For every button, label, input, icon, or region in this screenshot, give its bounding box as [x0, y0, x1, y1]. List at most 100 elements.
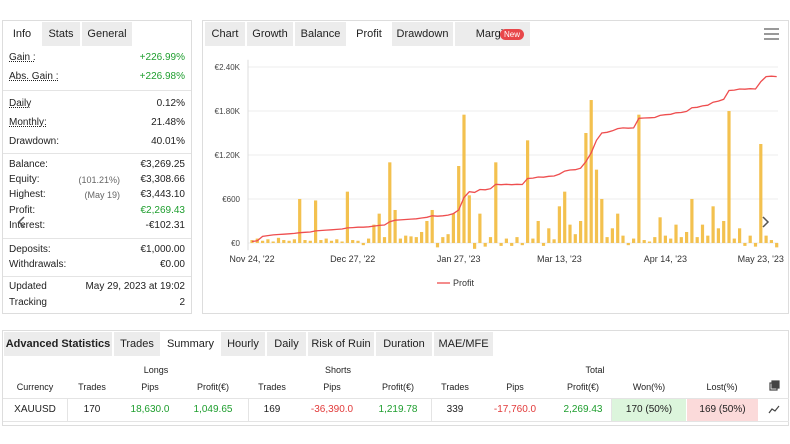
y-tick-label: €2.40K: [215, 63, 241, 72]
x-tick-label: Nov 24, '22: [229, 254, 274, 264]
bar: [261, 240, 265, 243]
x-tick-label: Mar 13, '23: [537, 254, 582, 264]
tab[interactable]: General: [82, 22, 132, 46]
column-header: Trades: [258, 382, 286, 392]
bar: [594, 169, 599, 243]
bar: [563, 191, 567, 243]
bar: [388, 162, 392, 243]
bar: [769, 240, 773, 243]
bar: [473, 242, 477, 249]
info-value: 0.12%: [156, 98, 185, 109]
bar: [621, 235, 625, 243]
table-rule: [3, 421, 789, 422]
cell: XAUUSD: [14, 404, 56, 415]
bar: [584, 133, 588, 243]
bar: [700, 224, 705, 243]
cell: 2,269.43: [563, 404, 603, 415]
bar: [404, 235, 408, 243]
tab[interactable]: Info: [4, 22, 40, 46]
tab[interactable]: Profit: [348, 22, 390, 46]
tab[interactable]: Stats: [42, 22, 80, 46]
table-rule: [248, 399, 249, 421]
tab[interactable]: Summary: [162, 332, 219, 356]
bar: [663, 235, 667, 243]
info-label: Interest:: [9, 220, 46, 231]
table-icons[interactable]: [768, 380, 780, 414]
separator: [3, 153, 191, 154]
tab[interactable]: Hourly: [221, 332, 265, 356]
column-header: Currency: [16, 382, 54, 392]
bar: [435, 242, 440, 248]
profit-line: [251, 75, 777, 243]
settings-icon[interactable]: [764, 28, 779, 40]
bar: [483, 242, 487, 247]
bar: [345, 191, 349, 243]
bar: [282, 240, 286, 243]
bar: [446, 234, 450, 243]
tab[interactable]: Daily: [267, 332, 306, 356]
tab[interactable]: Balance: [295, 22, 346, 46]
bar: [541, 242, 546, 246]
cell: -36,390.0: [310, 404, 354, 415]
info-value: +226.98%: [139, 71, 185, 82]
bar: [382, 237, 387, 243]
bar: [579, 220, 583, 243]
separator: [3, 90, 191, 91]
info-label: Drawdown:: [9, 136, 60, 147]
badge: New: [500, 29, 525, 40]
bar: [722, 220, 726, 243]
bar: [340, 241, 344, 243]
bar: [674, 224, 678, 243]
bar: [653, 237, 657, 243]
info-label: Profit:: [9, 205, 36, 216]
bar: [488, 237, 493, 243]
tab[interactable]: Risk of Ruin: [308, 332, 374, 356]
bar: [610, 228, 614, 243]
table-rule: [3, 398, 789, 399]
tab[interactable]: Duration: [376, 332, 432, 356]
bar: [679, 237, 683, 243]
table-rule: [67, 399, 68, 421]
bar: [669, 238, 673, 243]
info-value: €1,000.00: [140, 244, 186, 255]
info-note: (101.21%): [78, 175, 120, 185]
next-arrow[interactable]: [762, 216, 770, 228]
tab[interactable]: Chart: [205, 22, 245, 46]
bar: [414, 237, 418, 243]
bar: [685, 231, 689, 243]
bar: [478, 213, 482, 243]
bar: [600, 198, 604, 243]
tab[interactable]: Drawdown: [392, 22, 453, 46]
cell: 339: [446, 404, 464, 415]
info-value: €3,443.10: [140, 189, 186, 200]
legend-label: Profit: [453, 278, 475, 288]
table-rule: [611, 399, 612, 421]
info-value: €2,269.43: [140, 205, 186, 216]
tab[interactable]: Growth: [247, 22, 293, 46]
bar: [642, 240, 646, 243]
info-value: 2: [179, 297, 185, 308]
bar: [605, 237, 609, 243]
info-value: €0.00: [159, 259, 185, 270]
bar: [494, 162, 498, 243]
info-label: Deposits:: [9, 244, 51, 255]
bar: [372, 224, 376, 243]
info-value: +226.99%: [139, 52, 185, 63]
bar: [441, 237, 445, 243]
tab[interactable]: Trades: [114, 332, 160, 356]
bar: [314, 200, 318, 243]
bar: [748, 235, 752, 243]
tab[interactable]: Advanced Statistics: [4, 332, 112, 356]
bar: [425, 220, 429, 243]
info-label: Daily: [9, 98, 32, 109]
bar: [451, 213, 455, 243]
column-header: Pips: [323, 382, 341, 392]
info-label: Updated: [9, 281, 47, 292]
tab[interactable]: MAE/MFE: [434, 332, 493, 356]
bar: [393, 209, 397, 243]
prev-arrow[interactable]: [17, 216, 25, 228]
cell: 1,219.78: [378, 404, 418, 415]
bar: [319, 240, 323, 243]
